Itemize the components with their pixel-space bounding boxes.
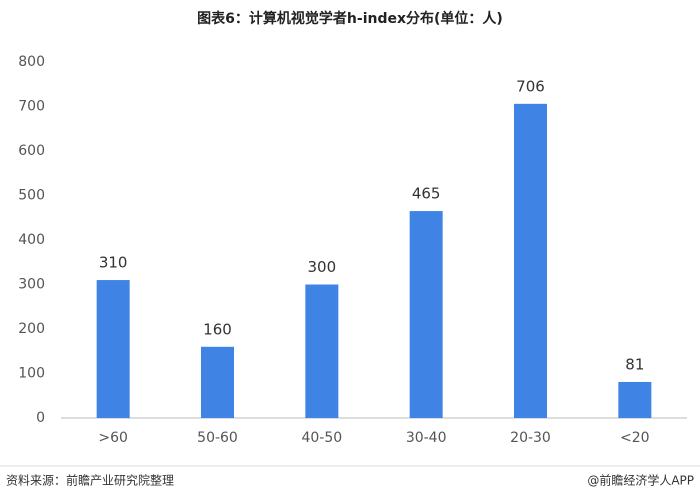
- bar: [305, 284, 339, 418]
- value-label: 706: [516, 77, 545, 95]
- x-tick-label: <20: [620, 430, 650, 446]
- value-label: 81: [625, 355, 644, 373]
- y-tick-label: 200: [18, 321, 45, 337]
- x-tick-label: 20-30: [510, 430, 551, 446]
- x-tick-label: >60: [98, 430, 128, 446]
- y-tick-label: 800: [18, 54, 45, 70]
- y-tick-label: 700: [18, 99, 45, 115]
- y-tick-label: 0: [36, 410, 45, 426]
- chart-title: 图表6：计算机视觉学者h-index分布(单位：人): [197, 10, 503, 27]
- value-label: 310: [99, 254, 128, 272]
- x-tick-label: 50-60: [197, 430, 238, 446]
- source-note: 资料来源：前瞻产业研究院整理: [6, 473, 174, 488]
- bar: [201, 346, 234, 418]
- y-tick-label: 500: [18, 188, 45, 204]
- bar: [618, 381, 652, 418]
- bar: [409, 211, 443, 418]
- x-tick-label: 40-50: [301, 430, 342, 446]
- y-tick-label: 400: [18, 232, 45, 248]
- value-label: 160: [203, 320, 232, 338]
- value-label: 300: [308, 258, 337, 276]
- x-tick-label: 30-40: [406, 430, 447, 446]
- bar: [514, 103, 547, 418]
- value-label: 465: [412, 185, 441, 203]
- bar: [96, 280, 130, 418]
- y-tick-label: 600: [18, 143, 45, 159]
- credit: @前瞻经济学人APP: [587, 473, 694, 488]
- y-tick-label: 300: [18, 277, 45, 293]
- y-tick-label: 100: [18, 366, 45, 382]
